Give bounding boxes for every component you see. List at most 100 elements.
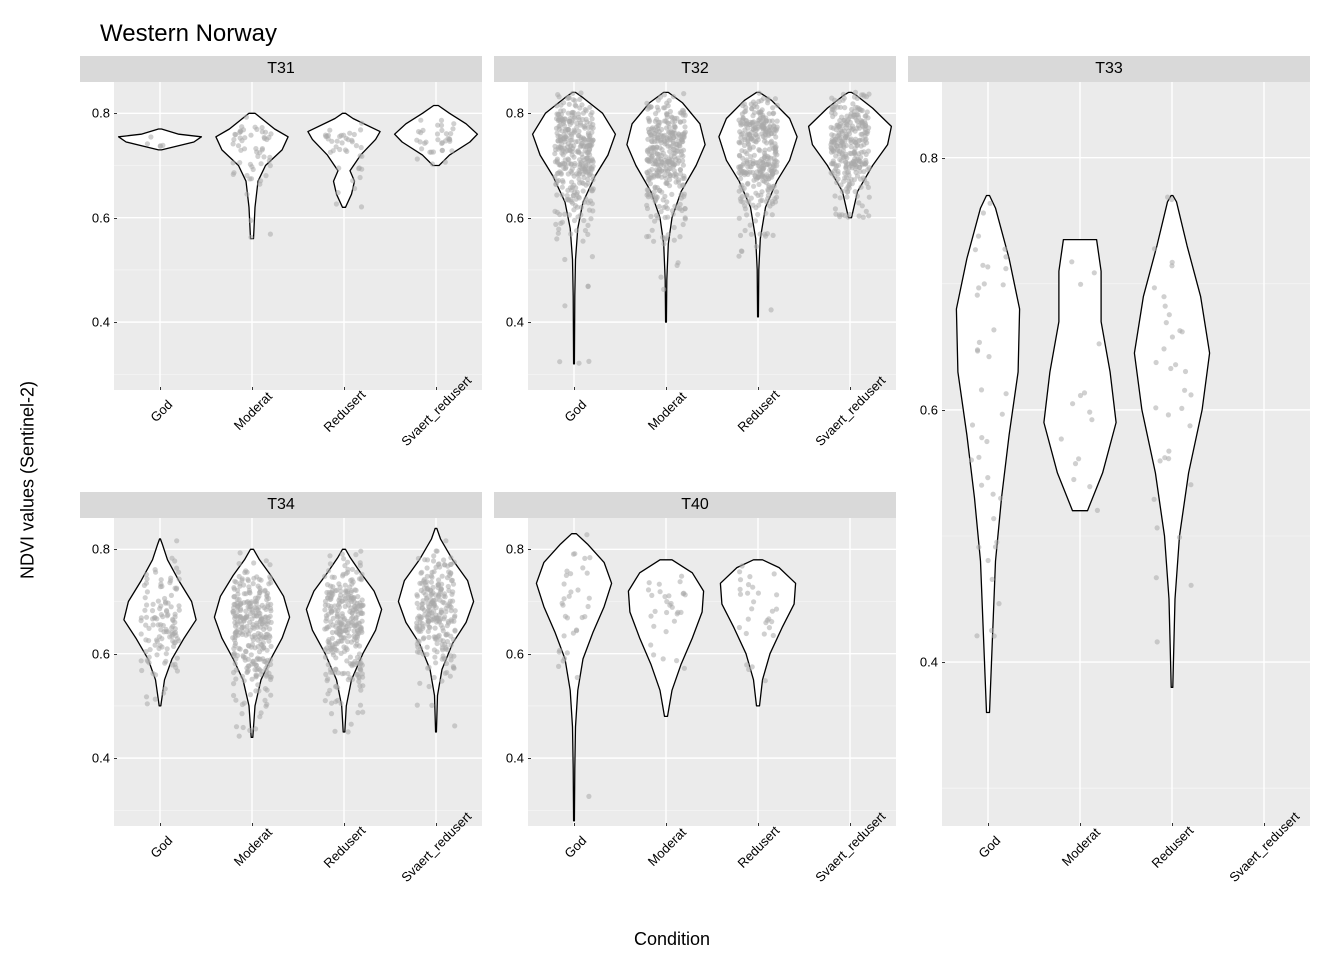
data-point bbox=[565, 144, 570, 149]
data-point bbox=[856, 200, 861, 205]
data-point bbox=[737, 216, 742, 221]
data-point bbox=[582, 556, 587, 561]
data-point bbox=[268, 614, 273, 619]
data-point bbox=[769, 307, 774, 312]
data-point bbox=[352, 186, 357, 191]
data-point bbox=[248, 692, 253, 697]
data-point bbox=[1188, 392, 1193, 397]
data-point bbox=[439, 128, 444, 133]
chart-panel bbox=[528, 82, 896, 390]
data-point bbox=[265, 663, 270, 668]
data-point bbox=[169, 593, 174, 598]
data-point bbox=[358, 549, 363, 554]
data-point bbox=[681, 119, 686, 124]
data-point bbox=[1155, 639, 1160, 644]
data-point bbox=[244, 666, 249, 671]
data-point bbox=[996, 601, 1001, 606]
data-point bbox=[681, 163, 686, 168]
data-point bbox=[842, 213, 847, 218]
data-point bbox=[148, 134, 153, 139]
data-point bbox=[441, 557, 446, 562]
facet-strip: T33 bbox=[908, 56, 1310, 82]
data-point bbox=[350, 178, 355, 183]
data-point bbox=[582, 157, 587, 162]
data-point bbox=[323, 672, 328, 677]
data-point bbox=[335, 608, 340, 613]
data-point bbox=[358, 703, 363, 708]
data-point bbox=[758, 159, 763, 164]
data-point bbox=[848, 138, 853, 143]
data-point bbox=[653, 147, 658, 152]
data-point bbox=[416, 556, 421, 561]
data-point bbox=[345, 671, 350, 676]
data-point bbox=[679, 574, 684, 579]
data-point bbox=[838, 195, 843, 200]
data-point bbox=[560, 603, 565, 608]
data-point bbox=[237, 734, 242, 739]
data-point bbox=[998, 496, 1003, 501]
data-point bbox=[166, 601, 171, 606]
data-point bbox=[774, 127, 779, 132]
data-point bbox=[861, 149, 866, 154]
data-point bbox=[740, 563, 745, 568]
data-point bbox=[670, 208, 675, 213]
data-point bbox=[830, 139, 835, 144]
data-point bbox=[979, 435, 984, 440]
data-point bbox=[976, 285, 981, 290]
data-point bbox=[680, 139, 685, 144]
data-point bbox=[749, 196, 754, 201]
data-point bbox=[251, 576, 256, 581]
x-tick-label: Redusert bbox=[298, 390, 390, 480]
data-point bbox=[329, 139, 334, 144]
data-point bbox=[644, 101, 649, 106]
data-point bbox=[248, 218, 253, 223]
data-point bbox=[145, 141, 150, 146]
data-point bbox=[1173, 362, 1178, 367]
data-point bbox=[753, 191, 758, 196]
data-point bbox=[756, 182, 761, 187]
data-point bbox=[984, 439, 989, 444]
data-point bbox=[974, 633, 979, 638]
y-tick-label: 0.4 bbox=[506, 315, 524, 330]
data-point bbox=[555, 171, 560, 176]
data-point bbox=[247, 728, 252, 733]
data-point bbox=[344, 571, 349, 576]
data-point bbox=[425, 645, 430, 650]
data-point bbox=[991, 492, 996, 497]
data-point bbox=[737, 140, 742, 145]
data-point bbox=[863, 127, 868, 132]
data-point bbox=[767, 203, 772, 208]
data-point bbox=[985, 475, 990, 480]
data-point bbox=[553, 222, 558, 227]
data-point bbox=[591, 186, 596, 191]
data-point bbox=[336, 190, 341, 195]
y-tick-label: 0.6 bbox=[92, 646, 110, 661]
data-point bbox=[350, 567, 355, 572]
data-point bbox=[661, 287, 666, 292]
data-point bbox=[253, 125, 258, 130]
data-point bbox=[232, 132, 237, 137]
data-point bbox=[1179, 406, 1184, 411]
data-point bbox=[768, 128, 773, 133]
data-point bbox=[340, 552, 345, 557]
data-point bbox=[447, 137, 452, 142]
data-point bbox=[357, 657, 362, 662]
data-point bbox=[773, 151, 778, 156]
data-point bbox=[863, 137, 868, 142]
data-point bbox=[1170, 334, 1175, 339]
y-axis-ticks: 0.40.60.8 bbox=[80, 518, 114, 826]
data-point bbox=[745, 161, 750, 166]
data-point bbox=[838, 121, 843, 126]
data-point bbox=[572, 98, 577, 103]
data-point bbox=[250, 607, 255, 612]
data-point bbox=[442, 656, 447, 661]
data-point bbox=[680, 176, 685, 181]
data-point bbox=[256, 688, 261, 693]
data-point bbox=[762, 179, 767, 184]
data-point bbox=[562, 257, 567, 262]
data-point bbox=[669, 192, 674, 197]
y-tick-label: 0.8 bbox=[506, 542, 524, 557]
data-point bbox=[426, 635, 431, 640]
data-point bbox=[979, 483, 984, 488]
data-point bbox=[170, 638, 175, 643]
